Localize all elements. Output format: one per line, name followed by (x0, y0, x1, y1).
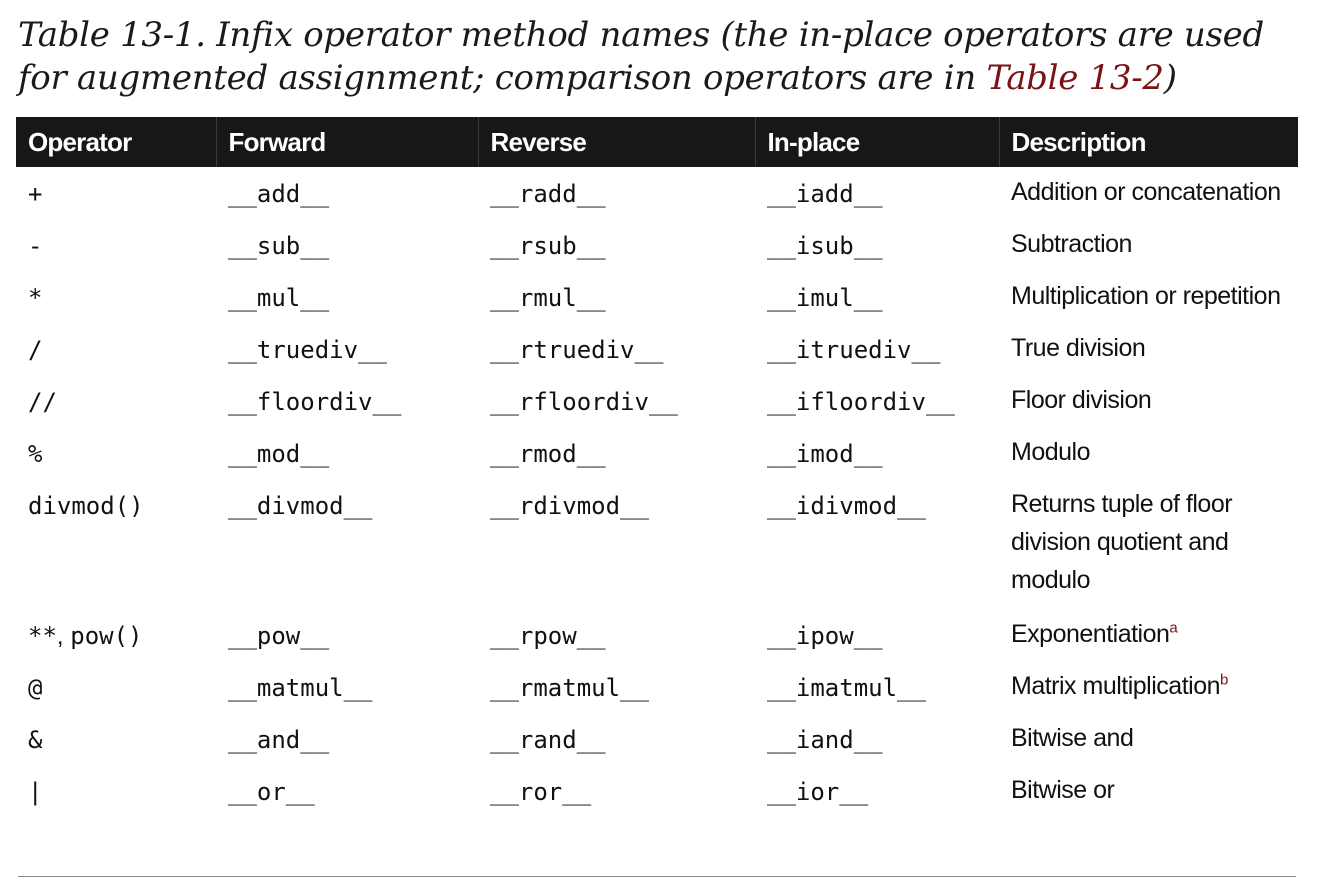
table-row: + __add__ __radd__ __iadd__ Addition or … (16, 167, 1298, 219)
description-cell: Multiplication or repetition (1011, 282, 1281, 310)
in-place-cell: __imatmul__ (767, 674, 926, 702)
operator-cell: & (28, 726, 43, 754)
forward-cell: __truediv__ (228, 336, 387, 364)
reverse-cell: __ror__ (490, 778, 592, 806)
description-cell: Bitwise and (1011, 724, 1134, 752)
description-cell: Modulo (1011, 438, 1091, 466)
footnote-b-link[interactable]: b (1220, 671, 1228, 689)
reverse-cell: __rmul__ (490, 284, 606, 312)
in-place-cell: __iand__ (767, 726, 883, 754)
reverse-cell: __rmatmul__ (490, 674, 649, 702)
table-row: // __floordiv__ __rfloordiv__ __ifloordi… (16, 375, 1298, 427)
caption-close: ) (1163, 58, 1177, 98)
header-operator: Operator (16, 117, 216, 167)
operator-cell: + (28, 180, 43, 208)
header-forward: Forward (215, 117, 478, 167)
description-cell: Exponentiationa (999, 609, 1298, 661)
header-reverse: Reverse (477, 117, 755, 167)
description-cell: Returns tuple of floor division quotient… (1011, 490, 1233, 594)
caption-text: Table 13-1. Infix operator method names … (18, 15, 1264, 98)
forward-cell: __and__ (228, 726, 330, 754)
reverse-cell: __rfloordiv__ (490, 388, 678, 416)
reverse-cell: __radd__ (490, 180, 606, 208)
reverse-cell: __rmod__ (490, 440, 606, 468)
header-row: Operator Forward Reverse In-place Descri… (16, 117, 1298, 167)
in-place-cell: __idivmod__ (767, 492, 926, 520)
in-place-cell: __ipow__ (767, 622, 883, 650)
bottom-divider (18, 876, 1296, 877)
table-row: **, pow() __pow__ __rpow__ __ipow__ Expo… (16, 609, 1298, 661)
forward-cell: __mod__ (228, 440, 330, 468)
footnote-a-link[interactable]: a (1169, 619, 1178, 637)
forward-cell: __matmul__ (228, 674, 373, 702)
reverse-cell: __rtruediv__ (490, 336, 664, 364)
table-13-2-link[interactable]: Table 13-2 (986, 58, 1164, 98)
forward-cell: __or__ (228, 778, 315, 806)
in-place-cell: __itruediv__ (767, 336, 941, 364)
reverse-cell: __rand__ (490, 726, 606, 754)
header-description: Description (998, 117, 1298, 167)
operator-cell: | (28, 778, 43, 806)
table-row: * __mul__ __rmul__ __imul__ Multiplicati… (16, 271, 1298, 323)
description-cell: Matrix multiplicationb (999, 661, 1298, 713)
in-place-cell: __iadd__ (767, 180, 883, 208)
table-row: | __or__ __ror__ __ior__ Bitwise or (16, 765, 1298, 817)
in-place-cell: __ifloordiv__ (767, 388, 955, 416)
operator-cell: **, pow() (16, 609, 216, 661)
operator-power: ** (28, 622, 57, 650)
in-place-cell: __imod__ (767, 440, 883, 468)
description-text: Exponentiation (1011, 620, 1170, 648)
forward-cell: __floordiv__ (228, 388, 402, 416)
table-row: / __truediv__ __rtruediv__ __itruediv__ … (16, 323, 1298, 375)
table-row: divmod() __divmod__ __rdivmod__ __idivmo… (16, 479, 1298, 609)
operator-cell: * (28, 284, 43, 312)
operator-cell: / (28, 336, 43, 364)
operator-cell: @ (28, 674, 43, 702)
forward-cell: __divmod__ (228, 492, 373, 520)
forward-cell: __add__ (228, 180, 330, 208)
reverse-cell: __rpow__ (490, 622, 606, 650)
forward-cell: __pow__ (228, 622, 330, 650)
description-cell: True division (1011, 334, 1146, 362)
in-place-cell: __isub__ (767, 232, 883, 260)
description-text: Matrix multiplication (1011, 672, 1221, 700)
reverse-cell: __rsub__ (490, 232, 606, 260)
operator-cell: // (28, 388, 57, 416)
operator-separator: , (56, 623, 71, 650)
table-row: - __sub__ __rsub__ __isub__ Subtraction (16, 219, 1298, 271)
in-place-cell: __ior__ (767, 778, 869, 806)
operator-table: Operator Forward Reverse In-place Descri… (16, 117, 1298, 817)
operator-cell: divmod() (28, 492, 144, 520)
operator-pow-function: pow() (70, 622, 143, 650)
description-cell: Bitwise or (1011, 776, 1115, 804)
description-cell: Subtraction (1011, 230, 1132, 258)
operator-cell: - (28, 232, 43, 260)
in-place-cell: __imul__ (767, 284, 883, 312)
operator-cell: % (28, 440, 43, 468)
table-caption: Table 13-1. Infix operator method names … (18, 14, 1308, 100)
table-row: & __and__ __rand__ __iand__ Bitwise and (16, 713, 1298, 765)
table-row: % __mod__ __rmod__ __imod__ Modulo (16, 427, 1298, 479)
forward-cell: __sub__ (228, 232, 330, 260)
table-row: @ __matmul__ __rmatmul__ __imatmul__ Mat… (16, 661, 1298, 713)
header-in-place: In-place (754, 117, 999, 167)
description-cell: Addition or concatenation (1011, 178, 1281, 206)
forward-cell: __mul__ (228, 284, 330, 312)
reverse-cell: __rdivmod__ (490, 492, 649, 520)
description-cell: Floor division (1011, 386, 1152, 414)
